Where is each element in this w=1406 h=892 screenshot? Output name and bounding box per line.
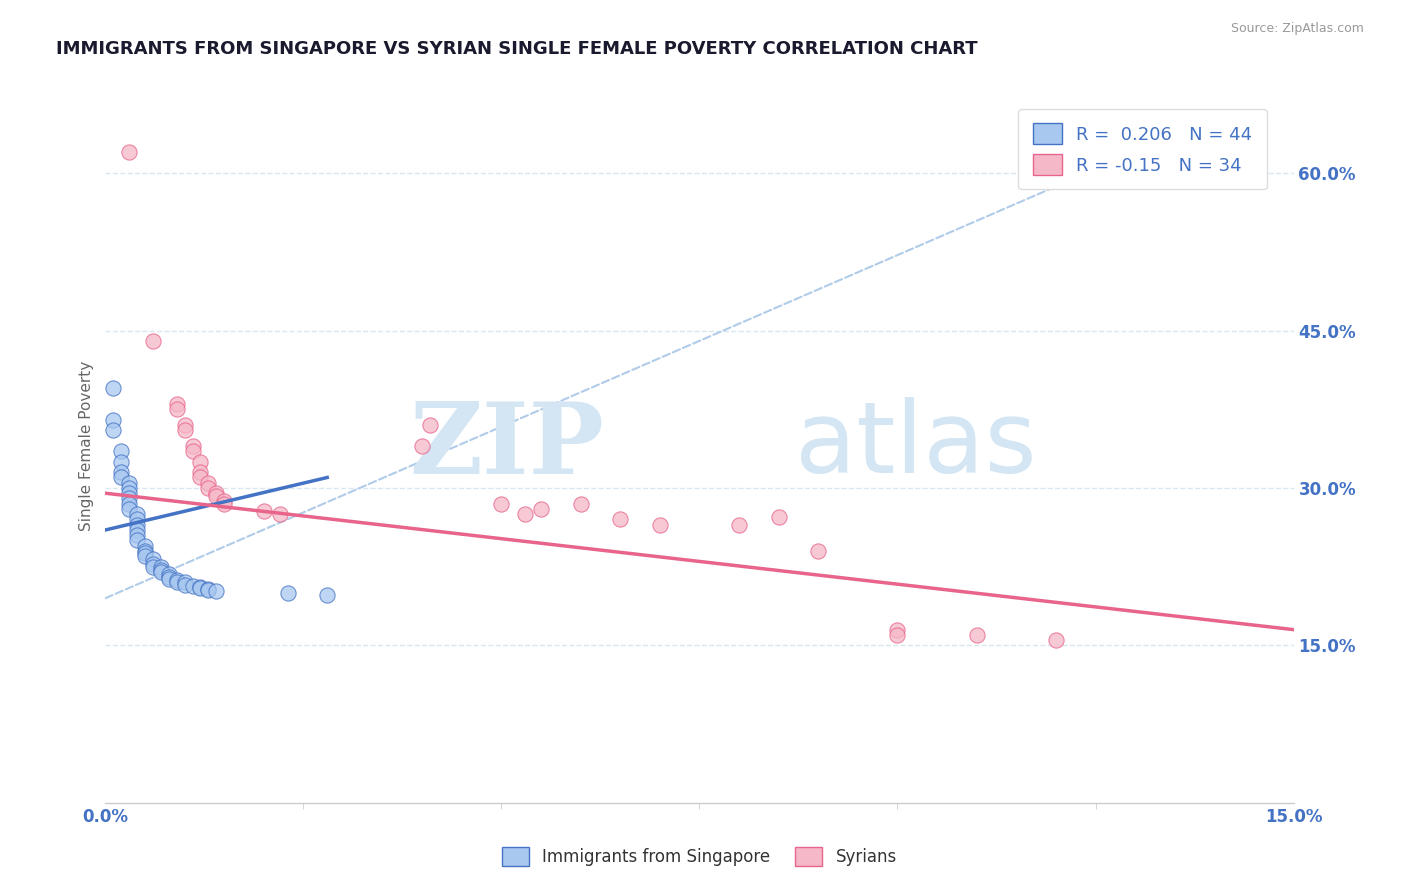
Point	[110, 444, 132, 458]
Point	[491, 497, 513, 511]
Point	[419, 417, 441, 432]
Point	[173, 577, 195, 591]
Text: ZIP: ZIP	[409, 398, 605, 494]
Point	[127, 512, 149, 526]
Point	[110, 470, 132, 484]
Text: atlas: atlas	[794, 398, 1036, 494]
Point	[103, 413, 125, 427]
Point	[190, 465, 212, 479]
Point	[205, 489, 228, 503]
Point	[253, 504, 276, 518]
Point	[181, 444, 204, 458]
Point	[277, 586, 299, 600]
Point	[157, 570, 180, 584]
Point	[807, 544, 830, 558]
Point	[166, 575, 188, 590]
Point	[142, 552, 165, 566]
Point	[181, 578, 204, 592]
Point	[142, 557, 165, 571]
Point	[648, 517, 671, 532]
Point	[515, 507, 537, 521]
Point	[190, 580, 212, 594]
Point	[966, 628, 988, 642]
Point	[411, 439, 433, 453]
Point	[134, 539, 156, 553]
Point	[103, 381, 125, 395]
Point	[118, 475, 141, 490]
Point	[127, 517, 149, 532]
Point	[166, 397, 188, 411]
Point	[173, 417, 195, 432]
Point	[190, 470, 212, 484]
Point	[205, 583, 228, 598]
Point	[197, 582, 219, 597]
Point	[197, 582, 219, 596]
Point	[127, 507, 149, 521]
Point	[197, 481, 219, 495]
Point	[118, 502, 141, 516]
Point	[214, 497, 236, 511]
Point	[134, 549, 156, 564]
Point	[110, 465, 132, 479]
Point	[569, 497, 592, 511]
Text: IMMIGRANTS FROM SINGAPORE VS SYRIAN SINGLE FEMALE POVERTY CORRELATION CHART: IMMIGRANTS FROM SINGAPORE VS SYRIAN SING…	[56, 40, 977, 58]
Point	[205, 486, 228, 500]
Point	[134, 544, 156, 558]
Point	[173, 575, 195, 590]
Point	[118, 145, 141, 160]
Point	[190, 581, 212, 595]
Point	[197, 475, 219, 490]
Point	[728, 517, 751, 532]
Point	[103, 423, 125, 437]
Point	[118, 486, 141, 500]
Point	[157, 572, 180, 586]
Point	[149, 559, 172, 574]
Point	[142, 334, 165, 348]
Point	[530, 502, 553, 516]
Point	[316, 588, 339, 602]
Point	[110, 455, 132, 469]
Point	[886, 628, 908, 642]
Text: Source: ZipAtlas.com: Source: ZipAtlas.com	[1230, 22, 1364, 36]
Point	[269, 507, 291, 521]
Point	[157, 567, 180, 582]
Point	[134, 546, 156, 560]
Point	[768, 510, 790, 524]
Y-axis label: Single Female Poverty: Single Female Poverty	[79, 361, 94, 531]
Point	[149, 565, 172, 579]
Point	[127, 533, 149, 548]
Point	[142, 559, 165, 574]
Point	[886, 623, 908, 637]
Legend: R =  0.206   N = 44, R = -0.15   N = 34: R = 0.206 N = 44, R = -0.15 N = 34	[1018, 109, 1267, 189]
Point	[149, 563, 172, 577]
Point	[166, 574, 188, 588]
Point	[118, 491, 141, 506]
Point	[609, 512, 631, 526]
Point	[1045, 633, 1067, 648]
Point	[190, 455, 212, 469]
Point	[181, 439, 204, 453]
Point	[173, 423, 195, 437]
Point	[118, 481, 141, 495]
Point	[214, 493, 236, 508]
Point	[127, 528, 149, 542]
Point	[127, 523, 149, 537]
Point	[166, 402, 188, 417]
Point	[118, 497, 141, 511]
